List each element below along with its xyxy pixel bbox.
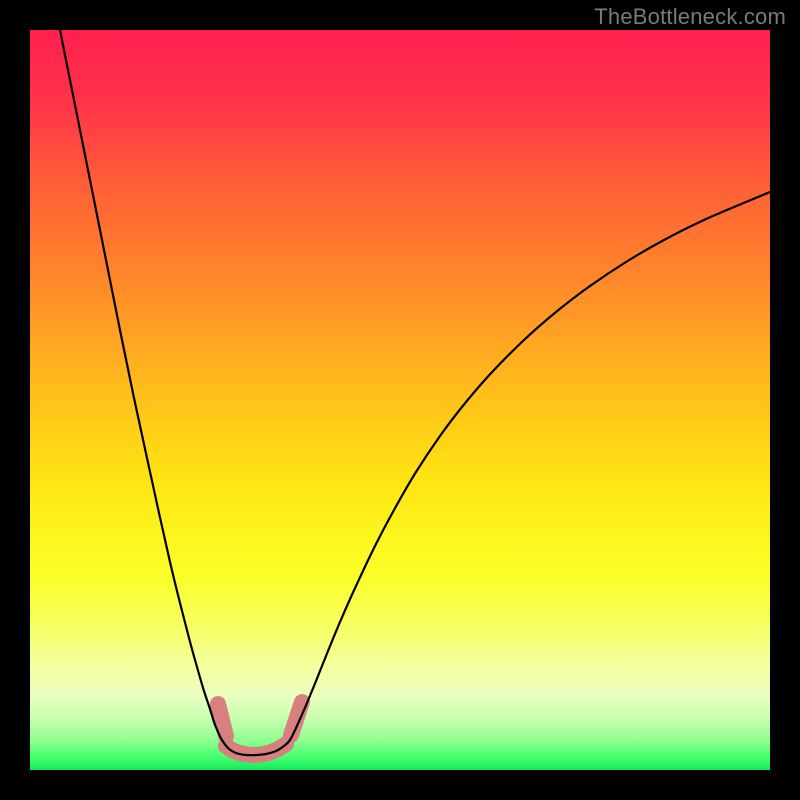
gradient-background: [30, 30, 770, 770]
highlight-segment: [218, 704, 226, 736]
watermark-text: TheBottleneck.com: [594, 4, 786, 30]
chart-stage: TheBottleneck.com: [0, 0, 800, 800]
chart-svg: [0, 0, 800, 800]
